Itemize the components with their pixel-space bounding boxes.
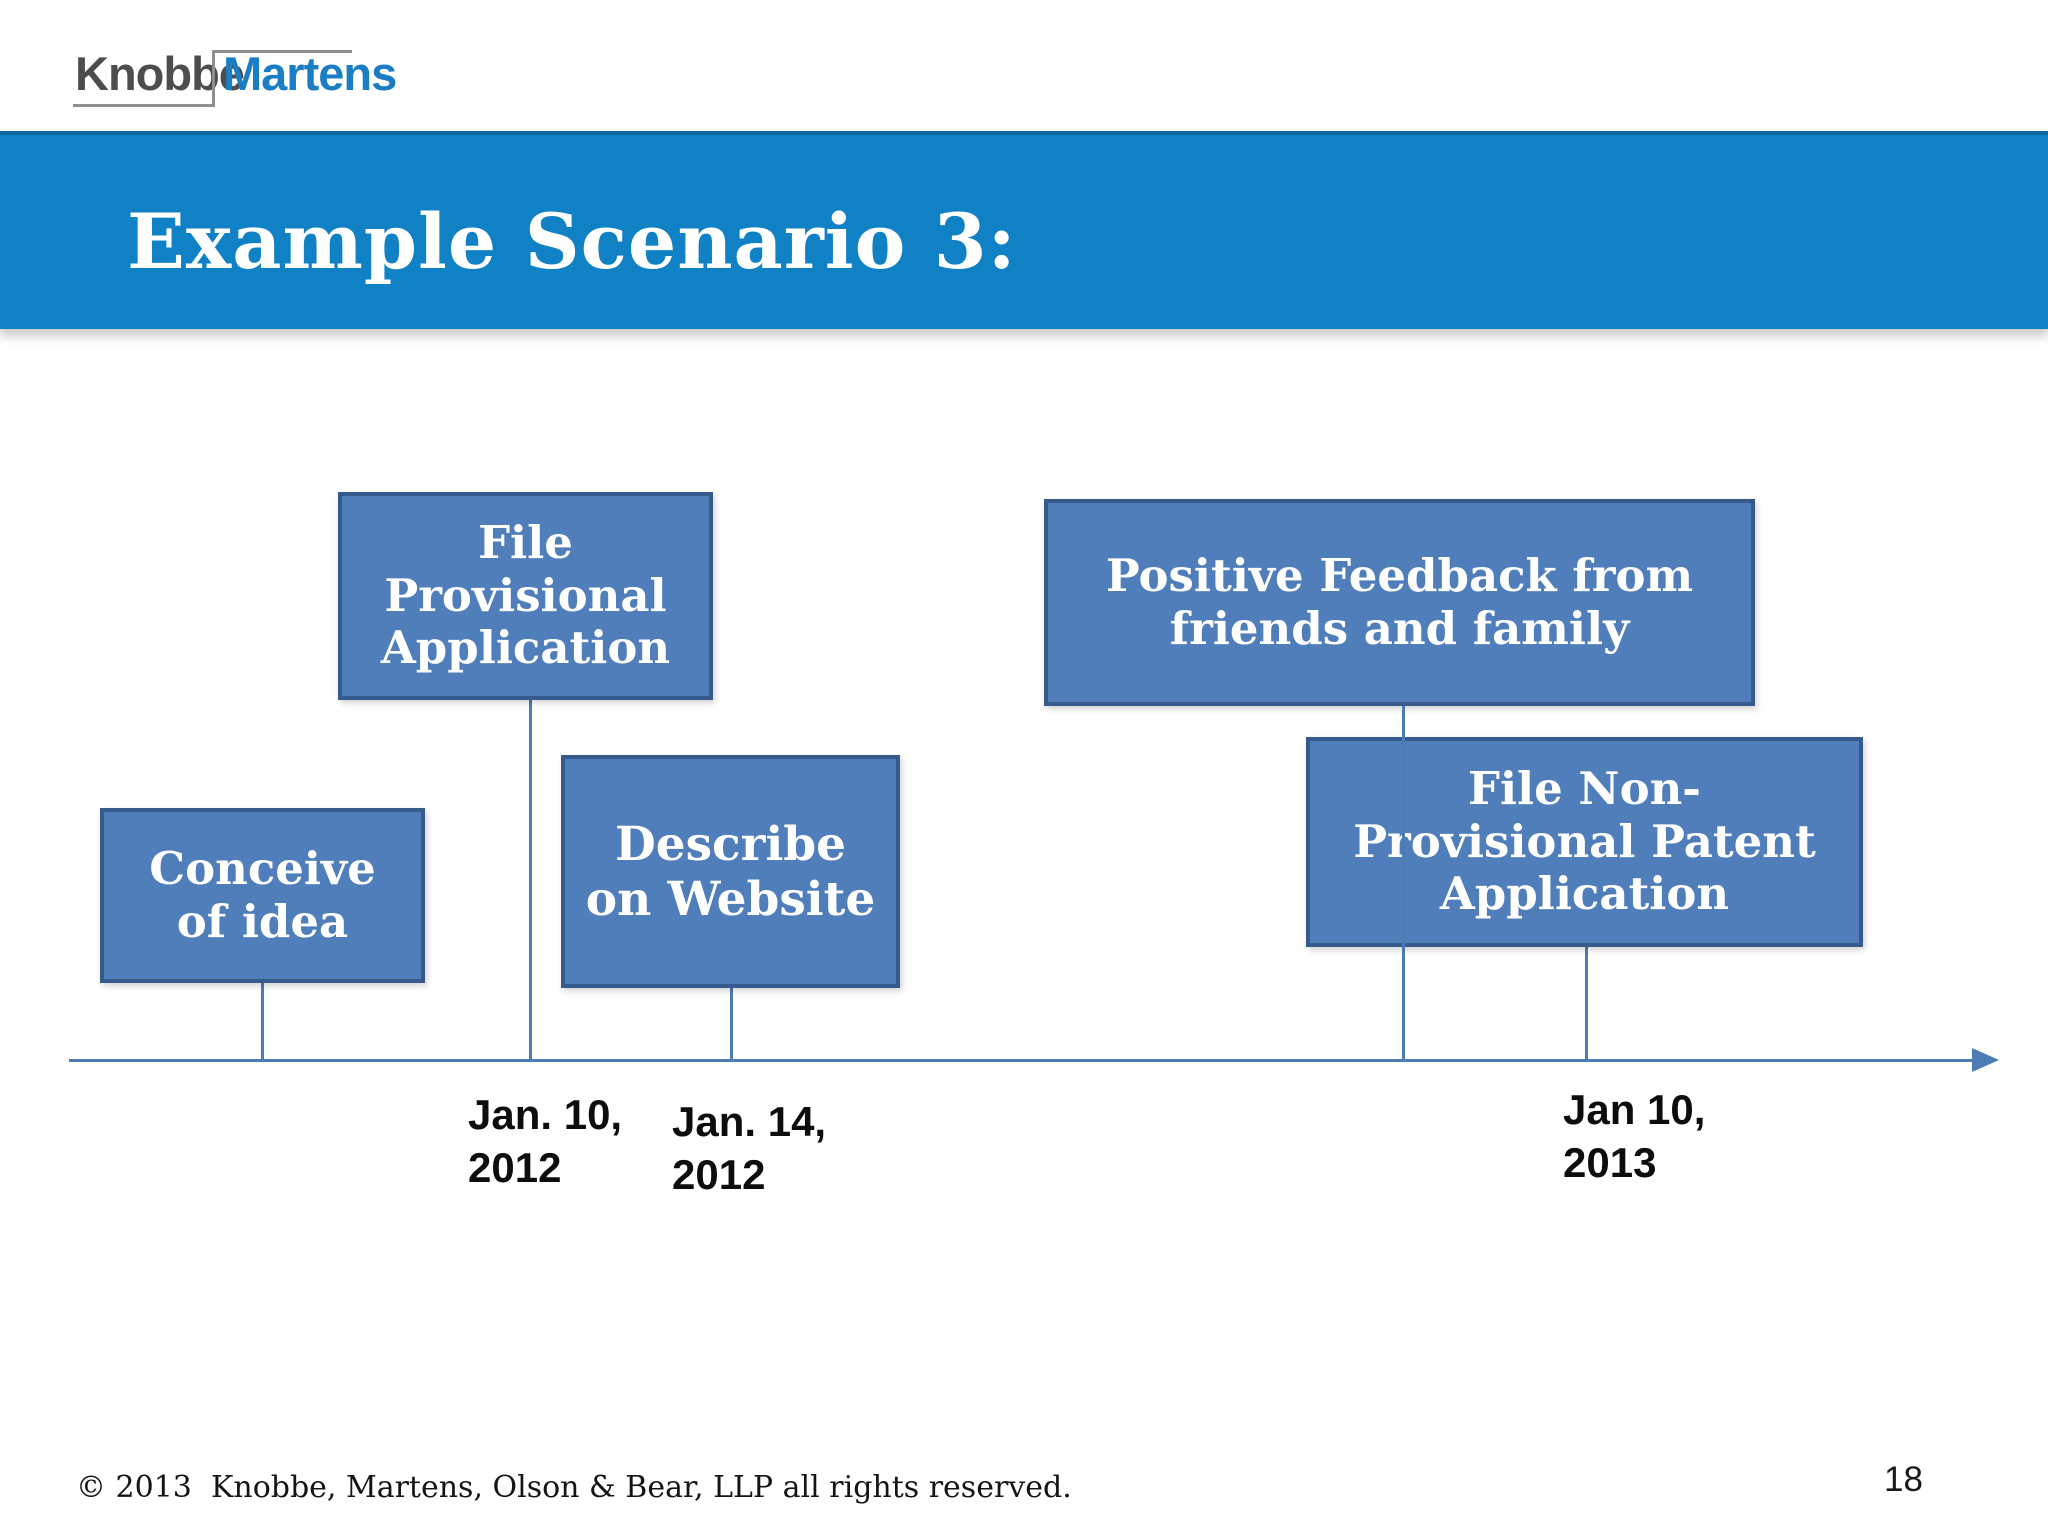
date-label-jan-14-2012: Jan. 14, 2012 <box>672 1098 827 1199</box>
timeline-box-positive-feedback: Positive Feedback from friends and famil… <box>1044 499 1755 706</box>
logo-martens-text: Martens <box>223 47 397 100</box>
logo-knobbe-text: Knobbe <box>75 47 245 100</box>
connector-file-non-provisional <box>1585 947 1588 1061</box>
timeline-box-file-non-provisional-patent-application: File Non- Provisional Patent Application <box>1306 737 1863 947</box>
logo-rule-divider <box>212 50 215 107</box>
logo-rule-top <box>212 50 352 53</box>
timeline-arrowhead-icon <box>1972 1048 1999 1072</box>
timeline-box-describe-on-website: Describe on Website <box>561 755 900 988</box>
connector-conceive <box>261 983 264 1061</box>
connector-file-provisional <box>529 700 532 1061</box>
timeline-box-file-provisional-application: File Provisional Application <box>338 492 713 700</box>
logo-rule-bottom <box>73 104 212 107</box>
page-number: 18 <box>1884 1460 1923 1499</box>
copyright-notice: © 2013 Knobbe, Martens, Olson & Bear, LL… <box>76 1470 1072 1505</box>
date-label-jan-10-2012: Jan. 10, 2012 <box>468 1091 623 1192</box>
connector-describe <box>730 988 733 1061</box>
slide-title: Example Scenario 3: <box>127 196 1017 286</box>
title-band: Example Scenario 3: <box>0 131 2048 329</box>
timeline-axis <box>69 1059 1980 1062</box>
date-label-jan-10-2013: Jan 10, 2013 <box>1563 1086 1706 1187</box>
timeline-box-conceive-of-idea: Conceive of idea <box>100 808 425 983</box>
connector-positive-feedback <box>1402 706 1405 1061</box>
